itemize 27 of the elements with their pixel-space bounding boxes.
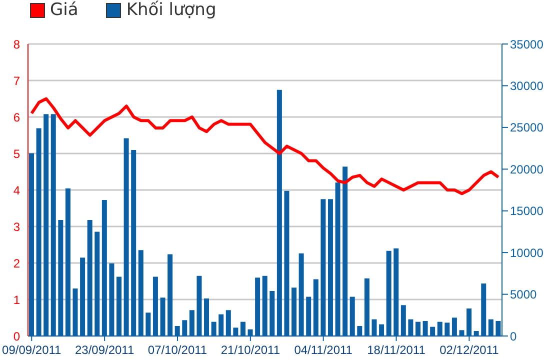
y-tick-label: 4	[13, 183, 20, 198]
y-tick-label: 7	[13, 74, 20, 88]
legend-label: Khối lượng	[126, 0, 216, 20]
line-series	[30, 97, 500, 196]
legend-label: Giá	[50, 0, 78, 20]
y2-tick-label: 15000	[510, 204, 544, 218]
y2-tick-label: 0	[510, 329, 517, 344]
y-tick-label: 8	[13, 37, 20, 52]
x-tick-label: 07/10/2011	[148, 343, 208, 357]
y-tick-label: 6	[13, 110, 20, 124]
y2-tick-label: 30000	[510, 78, 544, 93]
x-tick-label: 02/12/2011	[440, 343, 500, 357]
y-tick-label: 0	[13, 329, 20, 344]
y-tick-label: 5	[13, 146, 20, 161]
x-tick-label: 18/11/2011	[367, 343, 426, 357]
x-tick-label: 23/09/2011	[74, 343, 134, 357]
y2-tick-label: 25000	[510, 120, 544, 135]
x-tick-label: 21/10/2011	[220, 343, 280, 357]
y2-tick-label: 10000	[510, 246, 544, 260]
x-tick-label: 09/09/2011	[2, 343, 62, 357]
x-tick-label: 04/11/2011	[294, 343, 353, 357]
y2-tick-label: 5000	[510, 288, 538, 302]
y-tick-label: 1	[13, 292, 20, 307]
y-tick-label: 2	[13, 256, 20, 270]
y-tick-label: 3	[13, 220, 20, 234]
y2-tick-label: 20000	[510, 162, 544, 176]
y2-tick-label: 35000	[510, 37, 544, 52]
